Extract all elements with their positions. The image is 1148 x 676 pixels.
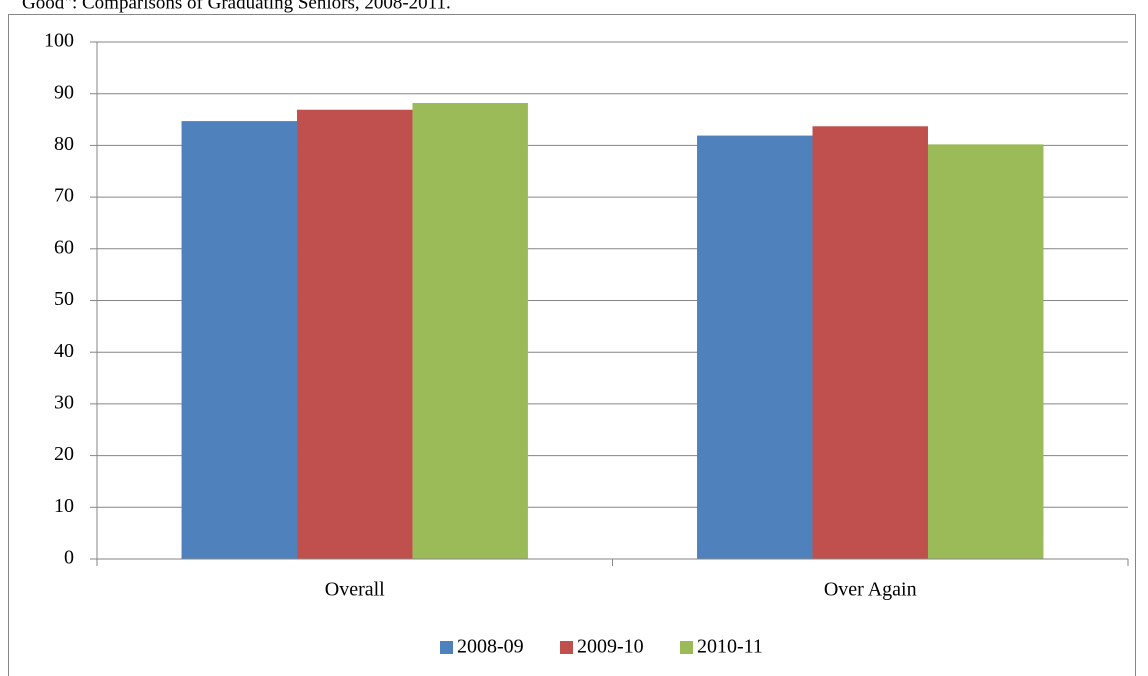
y-tick-label: 70 xyxy=(54,185,74,207)
y-tick-label: 90 xyxy=(54,81,74,103)
y-tick-label: 30 xyxy=(54,391,74,413)
legend-swatch xyxy=(680,641,693,654)
y-tick-label: 100 xyxy=(44,30,74,52)
bar xyxy=(812,126,928,559)
y-tick-label: 50 xyxy=(54,288,74,310)
bar xyxy=(297,109,413,560)
bar xyxy=(412,103,528,560)
legend-label: 2009-10 xyxy=(577,636,644,658)
y-tick-label: 40 xyxy=(54,340,74,362)
chart-title: Good": Comparisons of Graduating Seniors… xyxy=(22,0,451,13)
y-tick-label: 10 xyxy=(54,495,74,517)
legend-swatch xyxy=(440,641,453,654)
y-tick-label: 0 xyxy=(64,547,74,569)
legend-label: 2008-09 xyxy=(457,636,524,658)
bar xyxy=(697,135,813,559)
legend-label: 2010-11 xyxy=(697,636,763,658)
x-tick-label: Over Again xyxy=(824,579,917,601)
x-tick-label: Overall xyxy=(325,579,385,601)
y-tick-label: 80 xyxy=(54,133,74,155)
bar xyxy=(927,144,1044,559)
y-tick-label: 20 xyxy=(54,443,74,465)
y-tick-label: 60 xyxy=(54,236,74,258)
legend-swatch xyxy=(560,641,573,654)
bar xyxy=(181,121,298,559)
